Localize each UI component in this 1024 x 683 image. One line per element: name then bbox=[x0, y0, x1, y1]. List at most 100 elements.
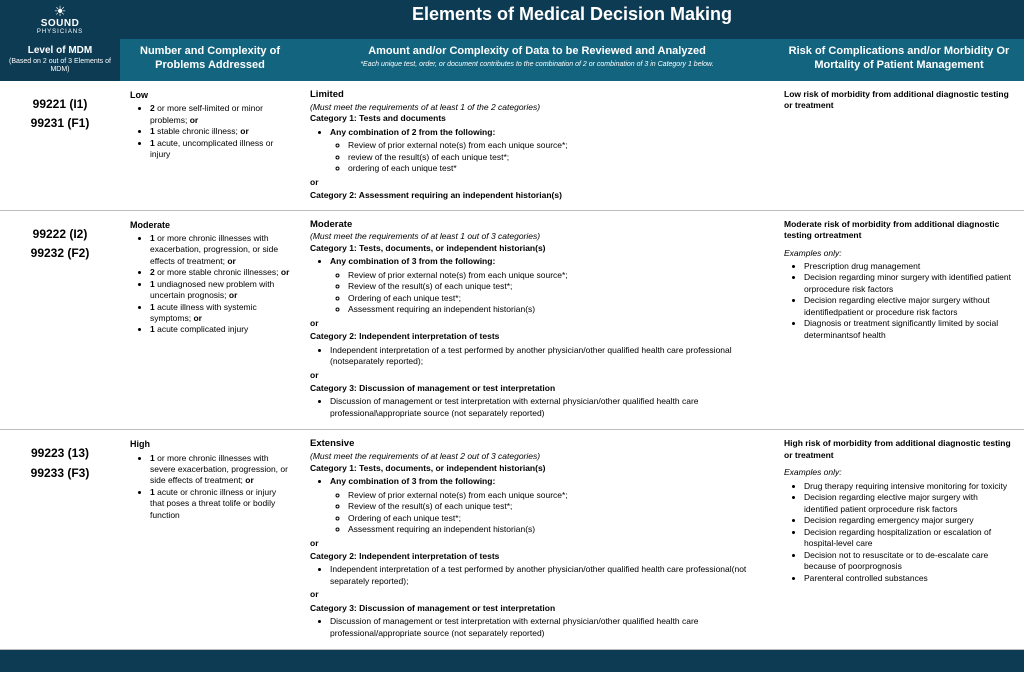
category-title: Category 3: Discussion of management or … bbox=[310, 383, 764, 394]
header-data-sub: *Each unique test, order, or document co… bbox=[308, 61, 766, 70]
code-value: 99223 (13) bbox=[10, 444, 110, 463]
list-item: Ordering of each unique test*; bbox=[348, 513, 764, 524]
risk-cell: High risk of morbidity from additional d… bbox=[774, 430, 1024, 649]
list-item: Decision regarding hospitalization or es… bbox=[804, 527, 1014, 550]
category-title: Category 2: Independent interpretation o… bbox=[310, 551, 764, 562]
sub-list: Review of prior external note(s) from ea… bbox=[330, 490, 764, 536]
list-item: Decision not to resuscitate or to de-esc… bbox=[804, 550, 1014, 573]
list-item: Any combination of 2 from the following:… bbox=[330, 127, 764, 175]
table-body: 99221 (I1)99231 (F1) Low 2 or more self-li… bbox=[0, 81, 1024, 650]
examples-list: Prescription drug managementDecision reg… bbox=[784, 261, 1014, 341]
sub-list: Review of prior external note(s) from ea… bbox=[330, 270, 764, 316]
list-item: Any combination of 3 from the following:… bbox=[330, 476, 764, 535]
codes-cell: 99222 (I2)99232 (F2) bbox=[0, 211, 120, 430]
category-list: Any combination of 3 from the following:… bbox=[310, 476, 764, 535]
category-title: Category 1: Tests, documents, or indepen… bbox=[310, 243, 764, 254]
code-value: 99222 (I2) bbox=[10, 225, 110, 244]
list-item: Review of prior external note(s) from ea… bbox=[348, 270, 764, 281]
category-list: Independent interpretation of a test per… bbox=[310, 564, 764, 587]
or-separator: or bbox=[310, 589, 764, 600]
data-level-title: Extensive bbox=[310, 438, 764, 451]
data-requirement: (Must meet the requirements of at least … bbox=[310, 231, 764, 242]
level-label: High bbox=[130, 438, 290, 450]
data-cell: Limited(Must meet the requirements of at… bbox=[300, 81, 774, 210]
number-cell: Low 2 or more self-limited or minor probl… bbox=[120, 81, 300, 210]
problem-list: 1 or more chronic illnesses with exacerb… bbox=[130, 233, 290, 336]
data-level-title: Limited bbox=[310, 89, 764, 102]
list-item: 1 or more chronic illnesses with exacerb… bbox=[150, 233, 290, 267]
list-item: review of the result(s) of each unique t… bbox=[348, 152, 764, 163]
category-title: Category 1: Tests and documents bbox=[310, 113, 764, 124]
list-item: Diagnosis or treatment significantly lim… bbox=[804, 318, 1014, 341]
header-data: Amount and/or Complexity of Data to be R… bbox=[300, 39, 774, 81]
list-item: Independent interpretation of a test per… bbox=[330, 345, 764, 368]
list-item: ordering of each unique test* bbox=[348, 163, 764, 174]
list-item: Decision regarding emergency major surge… bbox=[804, 515, 1014, 526]
logo-sub: PHYSICIANS bbox=[6, 29, 114, 35]
category-list: Discussion of management or test interpr… bbox=[310, 396, 764, 419]
risk-title: High risk of morbidity from additional d… bbox=[784, 438, 1014, 461]
list-item: 1 acute complicated injury bbox=[150, 324, 290, 335]
data-cell: Moderate(Must meet the requirements of a… bbox=[300, 211, 774, 430]
list-item: Review of the result(s) of each unique t… bbox=[348, 501, 764, 512]
list-item: Decision regarding elective major surger… bbox=[804, 295, 1014, 318]
table-row: 99222 (I2)99232 (F2) Moderate 1 or more ch… bbox=[0, 211, 1024, 431]
footer-bar bbox=[0, 650, 1024, 672]
data-requirement: (Must meet the requirements of at least … bbox=[310, 451, 764, 462]
list-item: Review of prior external note(s) from ea… bbox=[348, 140, 764, 151]
header-risk: Risk of Complications and/or Morbidity O… bbox=[774, 39, 1024, 81]
list-item: Review of prior external note(s) from ea… bbox=[348, 490, 764, 501]
list-item: 1 stable chronic illness; or bbox=[150, 126, 290, 137]
codes-cell: 99223 (13)99233 (F3) bbox=[0, 430, 120, 649]
category-title: Category 2: Assessment requiring an inde… bbox=[310, 190, 764, 201]
list-item: Decision regarding minor surgery with id… bbox=[804, 272, 1014, 295]
logo: ☀ SOUND PHYSICIANS bbox=[0, 0, 120, 39]
risk-cell: Moderate risk of morbidity from addition… bbox=[774, 211, 1024, 430]
header-level: Level of MDM (Based on 2 out of 3 Elemen… bbox=[0, 39, 120, 81]
category-title: Category 1: Tests, documents, or indepen… bbox=[310, 463, 764, 474]
number-cell: High 1 or more chronic illnesses with sev… bbox=[120, 430, 300, 649]
code-value: 99233 (F3) bbox=[10, 464, 110, 483]
list-item: Ordering of each unique test*; bbox=[348, 293, 764, 304]
list-item: Discussion of management or test interpr… bbox=[330, 396, 764, 419]
code-value: 99221 (I1) bbox=[10, 95, 110, 114]
header-level-sub: (Based on 2 out of 3 Elements of MDM) bbox=[8, 58, 112, 76]
data-level-title: Moderate bbox=[310, 219, 764, 232]
list-item: 2 or more self-limited or minor problems… bbox=[150, 103, 290, 126]
sub-list: Review of prior external note(s) from ea… bbox=[330, 140, 764, 174]
examples-label: Examples only: bbox=[784, 467, 1014, 478]
level-label: Low bbox=[130, 89, 290, 101]
list-item: Assessment requiring an independent hist… bbox=[348, 524, 764, 535]
or-separator: or bbox=[310, 370, 764, 381]
data-requirement: (Must meet the requirements of at least … bbox=[310, 102, 764, 113]
category-list: Discussion of management or test interpr… bbox=[310, 616, 764, 639]
or-separator: or bbox=[310, 538, 764, 549]
risk-title: Moderate risk of morbidity from addition… bbox=[784, 219, 1014, 242]
code-value: 99232 (F2) bbox=[10, 244, 110, 263]
list-item: 2 or more stable chronic illnesses; or bbox=[150, 267, 290, 278]
table-row: 99221 (I1)99231 (F1) Low 2 or more self-li… bbox=[0, 81, 1024, 211]
risk-cell: Low risk of morbidity from additional di… bbox=[774, 81, 1024, 210]
sun-icon: ☀ bbox=[6, 4, 114, 18]
risk-title: Low risk of morbidity from additional di… bbox=[784, 89, 1014, 112]
list-item: 1 or more chronic illnesses with severe … bbox=[150, 453, 290, 487]
list-item: Drug therapy requiring intensive monitor… bbox=[804, 481, 1014, 492]
list-item: Review of the result(s) of each unique t… bbox=[348, 281, 764, 292]
data-cell: Extensive(Must meet the requirements of … bbox=[300, 430, 774, 649]
page-title: Elements of Medical Decision Making bbox=[120, 0, 1024, 39]
examples-label: Examples only: bbox=[784, 248, 1014, 259]
examples-list: Drug therapy requiring intensive monitor… bbox=[784, 481, 1014, 584]
table-row: 99223 (13)99233 (F3) High 1 or more chroni… bbox=[0, 430, 1024, 650]
codes-cell: 99221 (I1)99231 (F1) bbox=[0, 81, 120, 210]
list-item: Assessment requiring an independent hist… bbox=[348, 304, 764, 315]
list-item: 1 undiagnosed new problem with uncertain… bbox=[150, 279, 290, 302]
category-title: Category 2: Independent interpretation o… bbox=[310, 331, 764, 342]
list-item: 1 acute, uncomplicated illness or injury bbox=[150, 138, 290, 161]
list-item: Prescription drug management bbox=[804, 261, 1014, 272]
category-list: Independent interpretation of a test per… bbox=[310, 345, 764, 368]
problem-list: 1 or more chronic illnesses with severe … bbox=[130, 453, 290, 522]
header-level-text: Level of MDM bbox=[28, 45, 92, 56]
level-label: Moderate bbox=[130, 219, 290, 231]
category-title: Category 3: Discussion of management or … bbox=[310, 603, 764, 614]
or-separator: or bbox=[310, 318, 764, 329]
